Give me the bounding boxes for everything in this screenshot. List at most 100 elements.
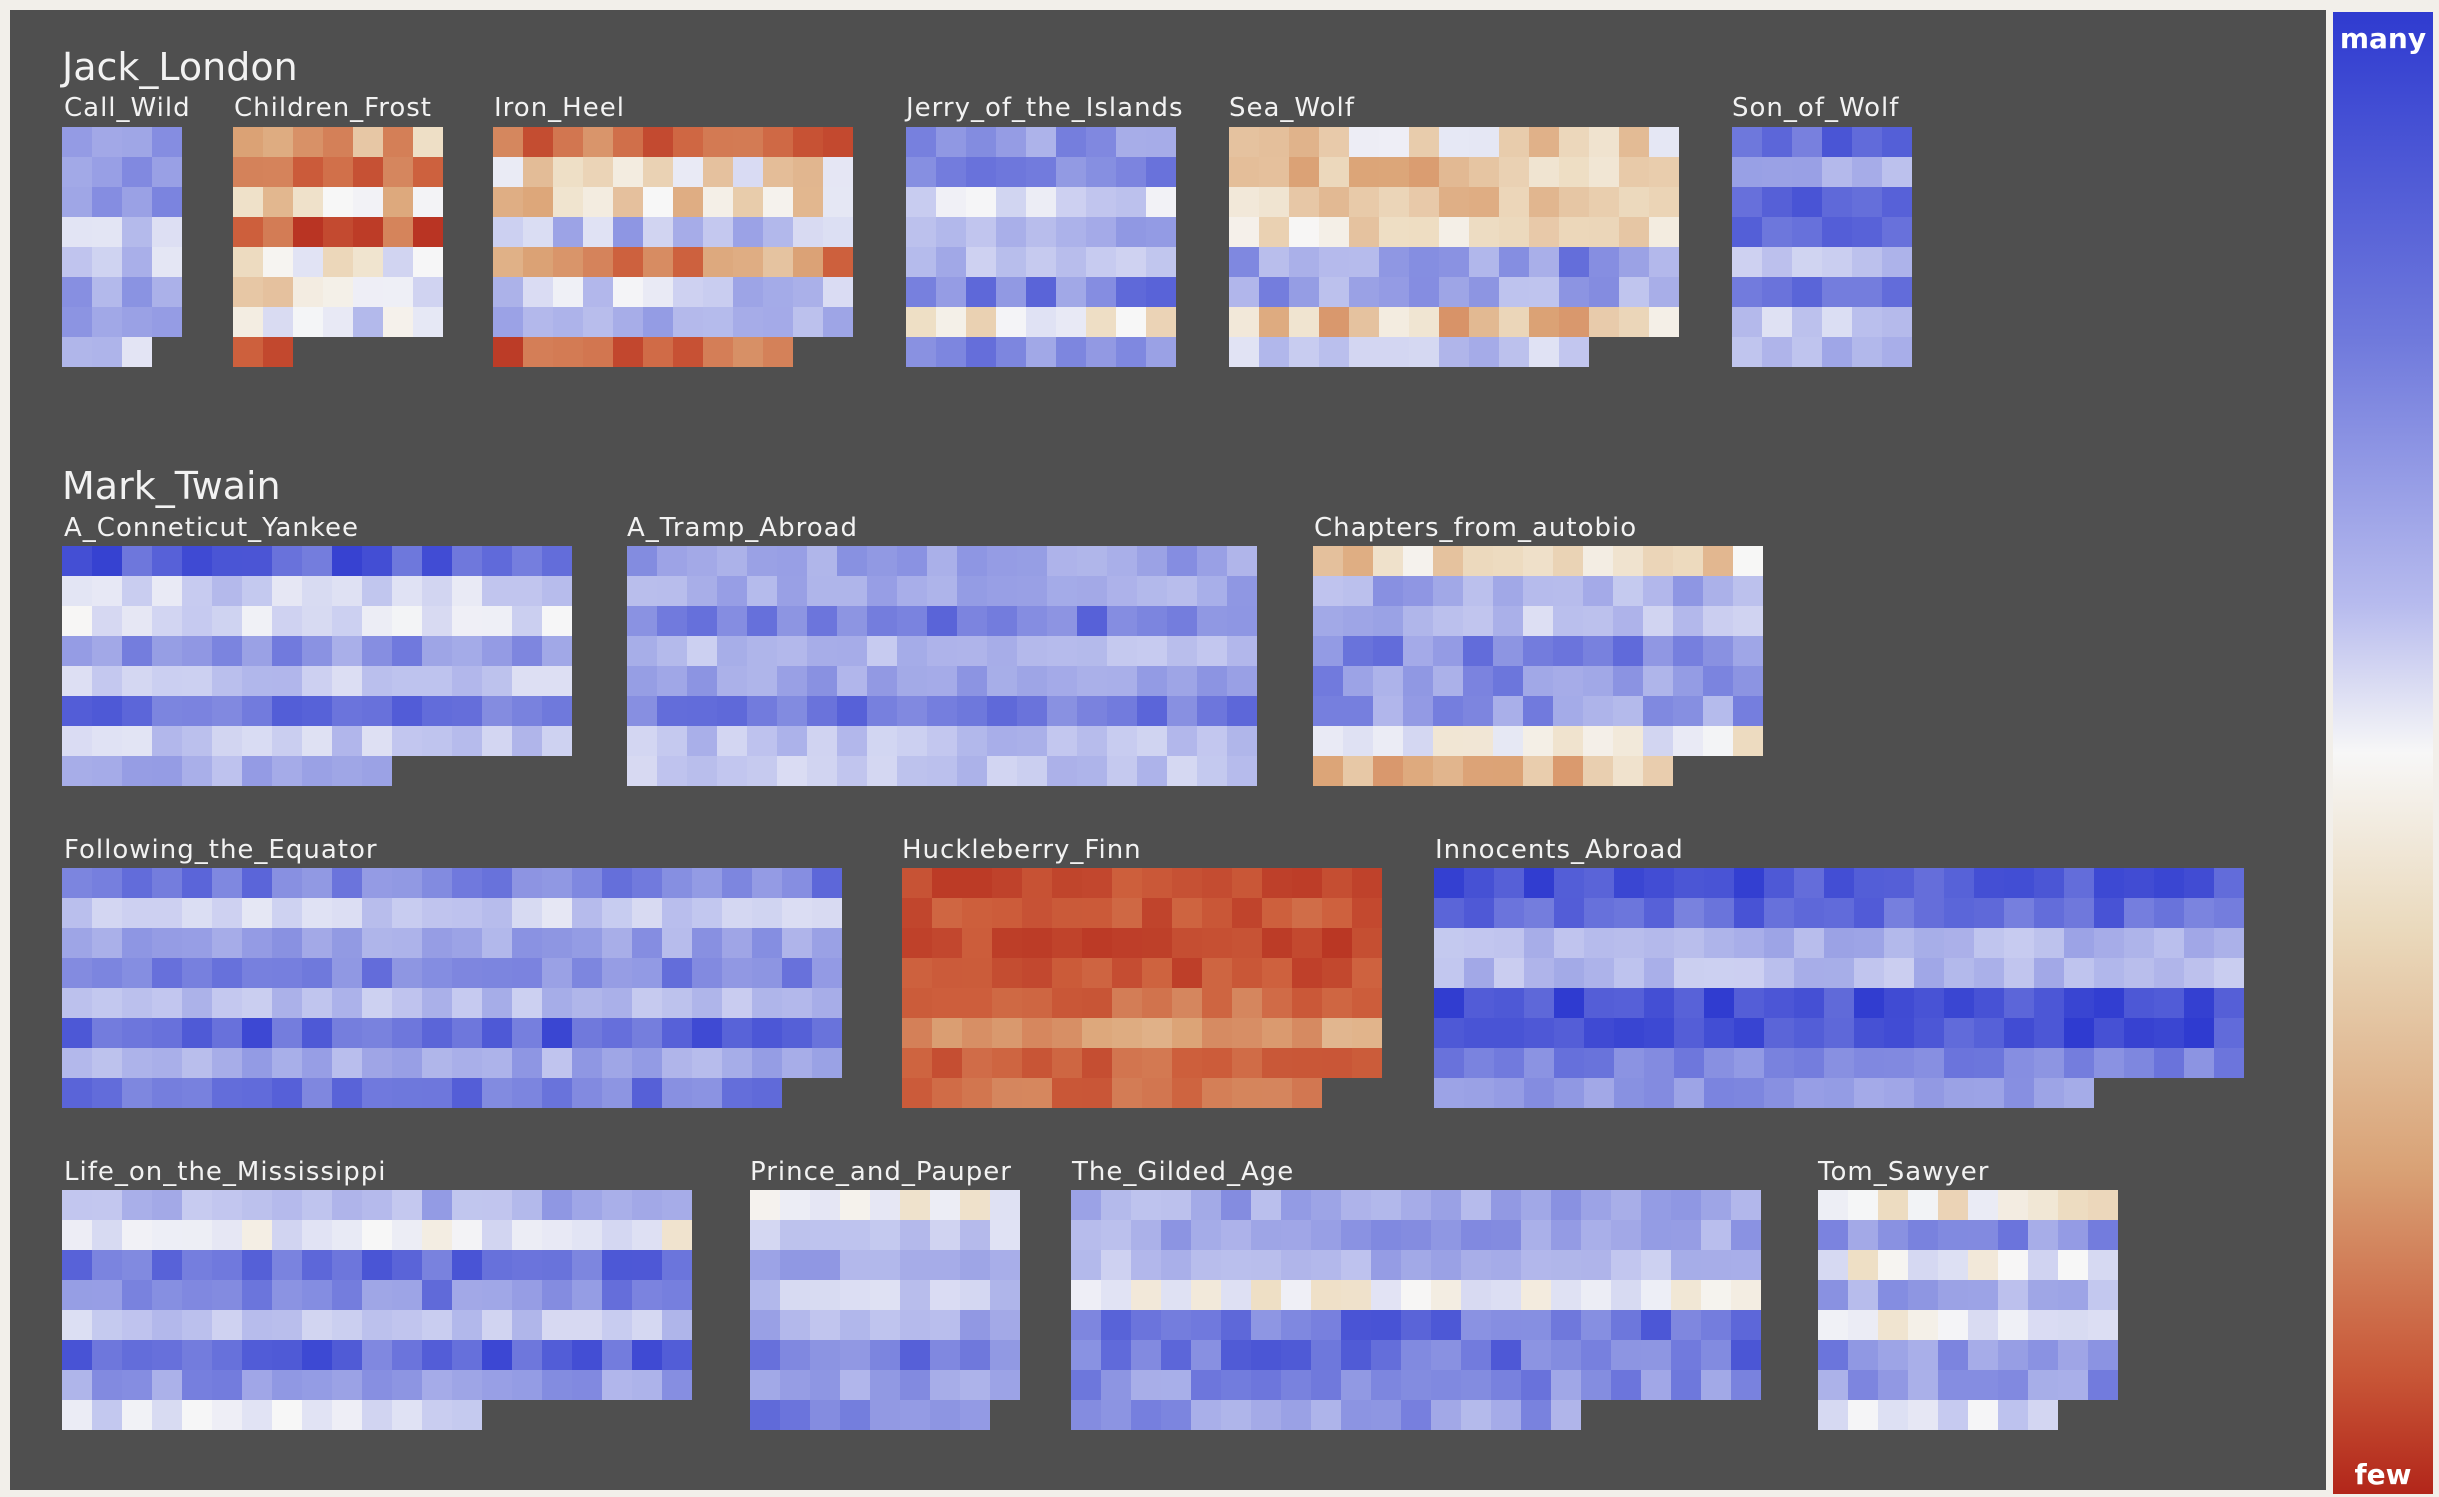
heatmap-cell bbox=[1259, 127, 1289, 157]
heatmap-cell bbox=[553, 247, 583, 277]
heatmap-cell bbox=[1434, 898, 1464, 928]
heatmap-cell bbox=[602, 958, 632, 988]
heatmap-cell bbox=[1137, 606, 1167, 636]
heatmap-cell bbox=[482, 1078, 512, 1108]
heatmap-cell bbox=[747, 726, 777, 756]
heatmap-cell bbox=[1673, 666, 1703, 696]
heatmap-cell bbox=[122, 928, 152, 958]
heatmap-cell bbox=[2004, 1048, 2034, 1078]
heatmap-cell bbox=[1086, 277, 1116, 307]
heatmap-cell bbox=[1524, 898, 1554, 928]
heatmap-cell bbox=[930, 1400, 960, 1430]
heatmap-cell bbox=[212, 868, 242, 898]
heatmap-cell bbox=[632, 958, 662, 988]
heatmap-cell bbox=[722, 1078, 752, 1108]
heatmap-cell bbox=[92, 217, 122, 247]
heatmap-cell bbox=[1289, 247, 1319, 277]
heatmap-cell bbox=[482, 1250, 512, 1280]
heatmap-cell bbox=[1944, 988, 1974, 1018]
heatmap-cell bbox=[1131, 1280, 1161, 1310]
heatmap-cell bbox=[1884, 988, 1914, 1018]
heatmap-cell bbox=[1764, 1018, 1794, 1048]
heatmap-cell bbox=[807, 696, 837, 726]
heatmap-cell bbox=[242, 1078, 272, 1108]
heatmap-cell bbox=[1731, 1280, 1761, 1310]
heatmap-cell bbox=[900, 1250, 930, 1280]
heatmap-cell bbox=[362, 1250, 392, 1280]
heatmap-cell bbox=[1529, 247, 1559, 277]
heatmap-cell bbox=[1167, 576, 1197, 606]
heatmap-cell bbox=[867, 666, 897, 696]
heatmap-cell bbox=[1974, 988, 2004, 1018]
heatmap-cell bbox=[293, 127, 323, 157]
heatmap-cell bbox=[812, 988, 842, 1018]
heatmap-cell bbox=[1794, 958, 1824, 988]
heatmap-cell bbox=[2154, 868, 2184, 898]
heatmap-cell bbox=[692, 988, 722, 1018]
heatmap-cell bbox=[1464, 1048, 1494, 1078]
heatmap-cell bbox=[1232, 1078, 1262, 1108]
heatmap-cell bbox=[1974, 958, 2004, 988]
heatmap-cell bbox=[1584, 898, 1614, 928]
heatmap-cell bbox=[1341, 1280, 1371, 1310]
heatmap-cell bbox=[62, 1220, 92, 1250]
heatmap-cell bbox=[1161, 1190, 1191, 1220]
heatmap-cell bbox=[353, 187, 383, 217]
heatmap-cell bbox=[840, 1280, 870, 1310]
heatmap-cell bbox=[1703, 726, 1733, 756]
heatmap-cell bbox=[272, 1220, 302, 1250]
heatmap-cell bbox=[870, 1190, 900, 1220]
heatmap-cell bbox=[1086, 127, 1116, 157]
heatmap-cell bbox=[1343, 666, 1373, 696]
heatmap-cell bbox=[392, 636, 422, 666]
heatmap-cell bbox=[1559, 337, 1589, 367]
heatmap-cell bbox=[572, 1310, 602, 1340]
heatmap-cell bbox=[122, 666, 152, 696]
heatmap-cell bbox=[1319, 337, 1349, 367]
heatmap-cell bbox=[687, 756, 717, 786]
heatmap-cell bbox=[1167, 636, 1197, 666]
heatmap-cell bbox=[1409, 127, 1439, 157]
heatmap-cell bbox=[1146, 217, 1176, 247]
heatmap-cell bbox=[927, 696, 957, 726]
heatmap-cell bbox=[122, 157, 152, 187]
heatmap-cell bbox=[362, 726, 392, 756]
heatmap-cell bbox=[1521, 1190, 1551, 1220]
heatmap-cell bbox=[1071, 1370, 1101, 1400]
heatmap-cell bbox=[152, 1078, 182, 1108]
heatmap-cell bbox=[900, 1190, 930, 1220]
heatmap-cell bbox=[870, 1280, 900, 1310]
heatmap-cell bbox=[1292, 1078, 1322, 1108]
heatmap-cell bbox=[996, 307, 1026, 337]
heatmap-cell bbox=[122, 636, 152, 666]
heatmap-cell bbox=[62, 898, 92, 928]
heatmap-cell bbox=[523, 217, 553, 247]
heatmap-son-of-wolf bbox=[1732, 127, 1912, 367]
heatmap-cell bbox=[987, 606, 1017, 636]
heatmap-cell bbox=[1854, 1048, 1884, 1078]
heatmap-cell bbox=[182, 898, 212, 928]
heatmap-cell bbox=[1464, 928, 1494, 958]
heatmap-cell bbox=[2064, 868, 2094, 898]
heatmap-cell bbox=[362, 546, 392, 576]
heatmap-cell bbox=[897, 546, 927, 576]
heatmap-cell bbox=[662, 1250, 692, 1280]
heatmap-cell bbox=[1463, 606, 1493, 636]
heatmap-cell bbox=[2094, 928, 2124, 958]
heatmap-cell bbox=[717, 726, 747, 756]
heatmap-cell bbox=[122, 868, 152, 898]
heatmap-cell bbox=[302, 1190, 332, 1220]
heatmap-cell bbox=[810, 1310, 840, 1340]
heatmap-cell bbox=[1641, 1250, 1671, 1280]
heatmap-cell bbox=[1112, 988, 1142, 1018]
heatmap-cell bbox=[212, 958, 242, 988]
heatmap-cell bbox=[643, 247, 673, 277]
heatmap-cell bbox=[452, 696, 482, 726]
heatmap-cell bbox=[662, 898, 692, 928]
heatmap-cell bbox=[867, 756, 897, 786]
heatmap-cell bbox=[512, 696, 542, 726]
heatmap-cell bbox=[1499, 277, 1529, 307]
heatmap-cell bbox=[782, 1018, 812, 1048]
heatmap-cell bbox=[930, 1280, 960, 1310]
heatmap-cell bbox=[383, 247, 413, 277]
